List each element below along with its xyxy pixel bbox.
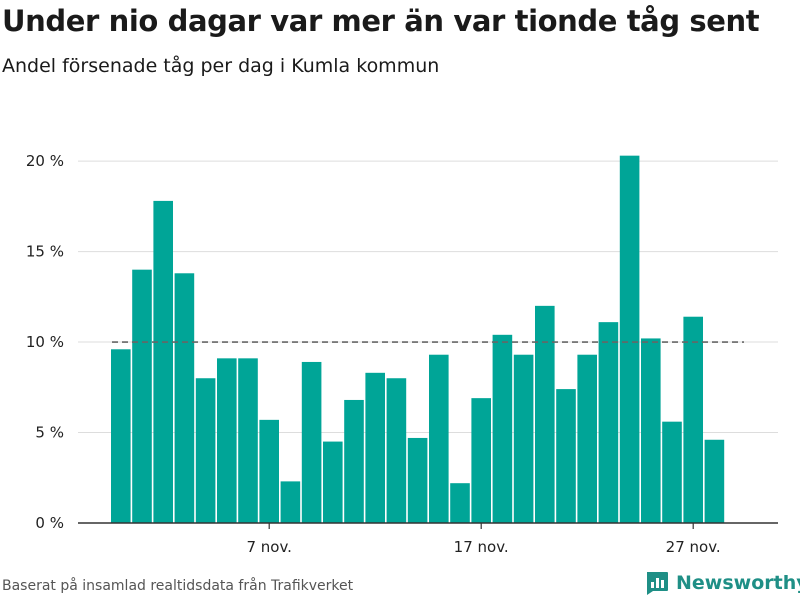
bar — [238, 358, 258, 523]
bar — [174, 273, 195, 523]
bar — [386, 378, 407, 523]
bar — [535, 305, 555, 523]
x-tick-label: 27 nov. — [666, 538, 721, 556]
bar — [344, 399, 364, 523]
y-tick-label: 0 % — [35, 514, 64, 532]
bar — [641, 338, 661, 523]
bar — [662, 421, 682, 523]
bar — [259, 419, 279, 523]
brand-logo[interactable]: Newsworthy — [644, 570, 800, 596]
x-tick-label: 17 nov. — [454, 538, 509, 556]
bar — [280, 481, 301, 523]
bar — [301, 361, 322, 523]
bar — [513, 354, 534, 523]
bar — [683, 316, 703, 523]
bar — [217, 358, 237, 523]
source-note: Baserat på insamlad realtidsdata från Tr… — [2, 578, 354, 594]
bar — [195, 378, 216, 523]
bar — [429, 354, 449, 523]
x-tick-label: 7 nov. — [246, 538, 291, 556]
bar — [492, 334, 513, 523]
y-tick-label: 15 % — [26, 243, 64, 261]
brand-name: Newsworthy — [676, 572, 800, 594]
bar — [450, 483, 470, 523]
axis-layer: 0 % 5 % 10 % 15 % 20 % 7 nov. 17 nov. 27 nov. — [26, 152, 778, 556]
bar-chart-logo-icon — [647, 572, 668, 595]
bar — [153, 200, 173, 523]
chart-title: Under nio dagar var mer än var tionde tå… — [2, 4, 760, 38]
bar — [704, 439, 725, 523]
bar — [407, 437, 428, 523]
bar — [598, 322, 619, 523]
bar — [111, 349, 131, 523]
y-tick-label: 20 % — [26, 152, 64, 170]
bar — [619, 155, 640, 523]
y-tick-label: 5 % — [35, 424, 64, 442]
bar-layer — [111, 155, 725, 523]
bar — [365, 372, 385, 523]
bar — [471, 398, 491, 523]
bar — [577, 354, 597, 523]
bar — [132, 269, 152, 523]
chart-subtitle: Andel försenade tåg per dag i Kumla komm… — [2, 55, 440, 77]
bar — [556, 389, 576, 523]
y-tick-label: 10 % — [26, 333, 64, 351]
bar — [323, 441, 343, 523]
